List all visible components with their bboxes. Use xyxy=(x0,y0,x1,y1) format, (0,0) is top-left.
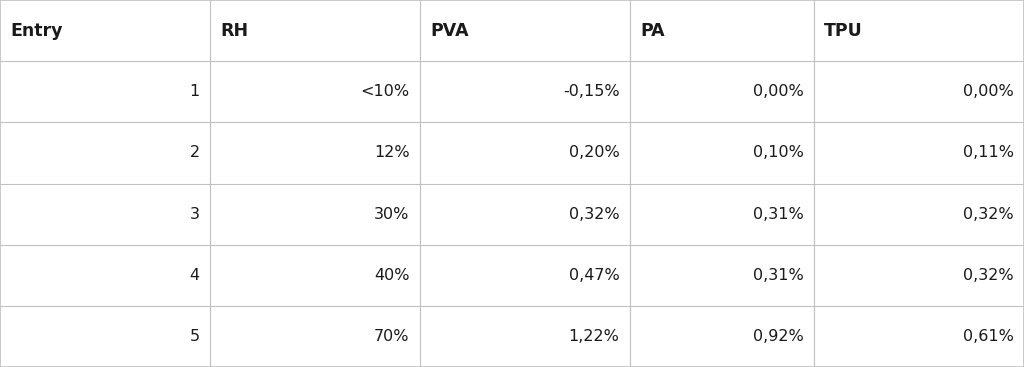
Text: 1,22%: 1,22% xyxy=(568,329,620,344)
Text: 4: 4 xyxy=(189,268,200,283)
Text: 3: 3 xyxy=(189,207,200,222)
Text: 0,92%: 0,92% xyxy=(753,329,804,344)
Text: Entry: Entry xyxy=(10,22,62,40)
Text: 0,11%: 0,11% xyxy=(963,145,1014,160)
Text: PA: PA xyxy=(640,22,665,40)
Text: 30%: 30% xyxy=(374,207,410,222)
Text: 0,32%: 0,32% xyxy=(964,268,1014,283)
Text: 70%: 70% xyxy=(374,329,410,344)
Text: 2: 2 xyxy=(189,145,200,160)
Text: 0,31%: 0,31% xyxy=(753,268,804,283)
Text: 0,31%: 0,31% xyxy=(753,207,804,222)
Text: TPU: TPU xyxy=(824,22,863,40)
Text: 0,00%: 0,00% xyxy=(753,84,804,99)
Text: 0,61%: 0,61% xyxy=(963,329,1014,344)
Text: 5: 5 xyxy=(189,329,200,344)
Text: PVA: PVA xyxy=(430,22,469,40)
Text: RH: RH xyxy=(220,22,248,40)
Text: 0,32%: 0,32% xyxy=(569,207,620,222)
Text: -0,15%: -0,15% xyxy=(563,84,620,99)
Text: 12%: 12% xyxy=(374,145,410,160)
Text: 0,32%: 0,32% xyxy=(964,207,1014,222)
Text: 0,10%: 0,10% xyxy=(753,145,804,160)
Text: 0,47%: 0,47% xyxy=(568,268,620,283)
Text: 40%: 40% xyxy=(374,268,410,283)
Text: 0,20%: 0,20% xyxy=(568,145,620,160)
Text: <10%: <10% xyxy=(360,84,410,99)
Text: 0,00%: 0,00% xyxy=(963,84,1014,99)
Text: 1: 1 xyxy=(189,84,200,99)
